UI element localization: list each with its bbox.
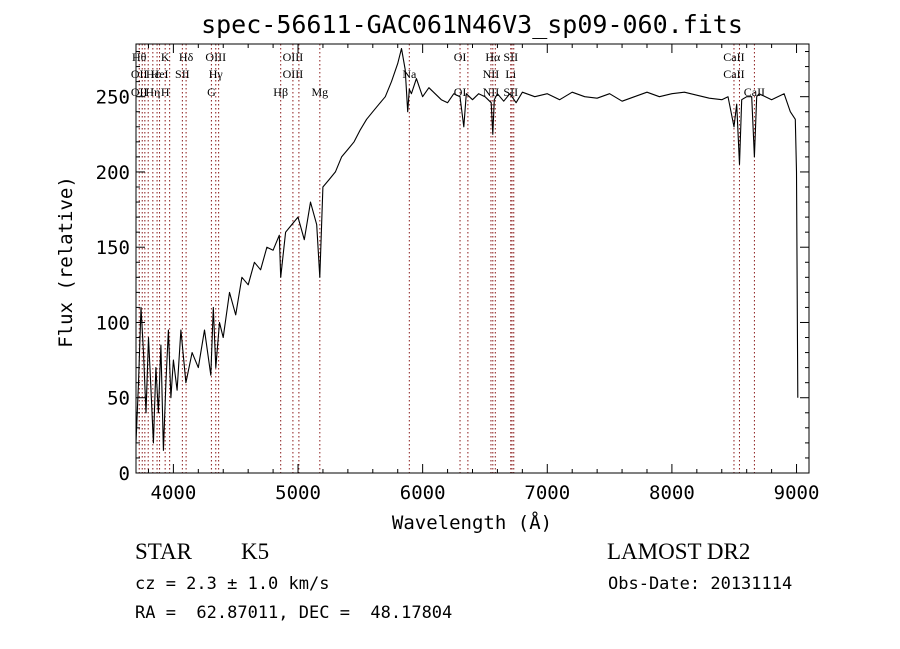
spectrum-line bbox=[135, 47, 799, 451]
spectral-line-label: Hε bbox=[146, 67, 160, 81]
spectral-line-label: OIII bbox=[283, 67, 304, 81]
x-tick-label: 8000 bbox=[649, 482, 695, 504]
spectral-line-label: H bbox=[161, 85, 170, 99]
x-tick-label: 7000 bbox=[524, 482, 570, 504]
x-tick-label: 6000 bbox=[400, 482, 446, 504]
y-tick-label: 200 bbox=[96, 162, 130, 184]
spectral-line-label: OIII bbox=[205, 50, 226, 64]
spectral-line-markers bbox=[138, 44, 755, 473]
spectral-line-label: CaII bbox=[723, 50, 744, 64]
survey-label: LAMOST DR2 bbox=[607, 539, 751, 564]
spectral-line-label: Hδ bbox=[179, 50, 194, 64]
y-tick-label: 0 bbox=[119, 463, 130, 485]
plot-frame bbox=[135, 43, 810, 474]
y-axis-label: Flux (relative) bbox=[55, 176, 77, 348]
x-tick-label: 4000 bbox=[151, 482, 197, 504]
spectral-line-label: OII bbox=[131, 67, 148, 81]
spectral-line-label: Na bbox=[402, 67, 417, 81]
spectral-line-label: CaII bbox=[744, 85, 765, 99]
spectral-line-label: Li bbox=[505, 67, 516, 81]
axes: 4000 5000 6000 7000 8000 9000 0 50 100 150 200 250 bbox=[96, 44, 820, 504]
spectral-line-label: Hγ bbox=[209, 67, 224, 81]
spectral-line-label: Hη bbox=[145, 85, 160, 99]
spectral-line-label: Hθ bbox=[132, 50, 147, 64]
obs-date-text: Obs-Date: 20131114 bbox=[608, 574, 793, 594]
y-tick-label: 100 bbox=[96, 312, 130, 334]
class-label: STAR bbox=[135, 539, 192, 564]
spectral-line-label: NII bbox=[483, 85, 500, 99]
y-tick-label: 150 bbox=[96, 237, 130, 259]
x-tick-label: 5000 bbox=[275, 482, 321, 504]
spectral-line-label: NII bbox=[483, 67, 500, 81]
redshift-text: cz = 2.3 ± 1.0 km/s bbox=[135, 574, 330, 594]
spectral-line-label: SII bbox=[175, 67, 190, 81]
spectral-line-label: Mg bbox=[311, 85, 328, 99]
spectral-line-label: OII bbox=[131, 85, 148, 99]
coordinates-text: RA = 62.87011, DEC = 48.17804 bbox=[135, 603, 453, 623]
chart-title: spec-56611-GAC061N46V3_sp09-060.fits bbox=[201, 10, 743, 39]
y-tick-label: 50 bbox=[107, 388, 130, 410]
spectral-line-label: OIII bbox=[283, 50, 304, 64]
spectral-line-label: HeI bbox=[151, 67, 169, 81]
spectral-line-label: SII bbox=[503, 50, 518, 64]
spectral-line-label: Hβ bbox=[273, 85, 288, 99]
spectral-line-label: Hα bbox=[485, 50, 501, 64]
y-tick-label: 250 bbox=[96, 87, 130, 109]
x-axis-label: Wavelength (Å) bbox=[392, 511, 552, 534]
subclass-label: K5 bbox=[241, 539, 270, 564]
spectral-line-label: K bbox=[161, 50, 170, 64]
x-tick-label: 9000 bbox=[774, 482, 820, 504]
spectral-line-label: OI bbox=[454, 50, 467, 64]
spectrum-series bbox=[135, 47, 799, 451]
spectral-line-label: G bbox=[207, 85, 216, 99]
spectral-line-label: CaII bbox=[723, 67, 744, 81]
spectral-line-labels: HθOIIOIIHεHηHeIKHSIIHδGOIIIHγHβOIIIOIIIM… bbox=[131, 50, 765, 99]
spectral-line-label: SII bbox=[503, 85, 518, 99]
